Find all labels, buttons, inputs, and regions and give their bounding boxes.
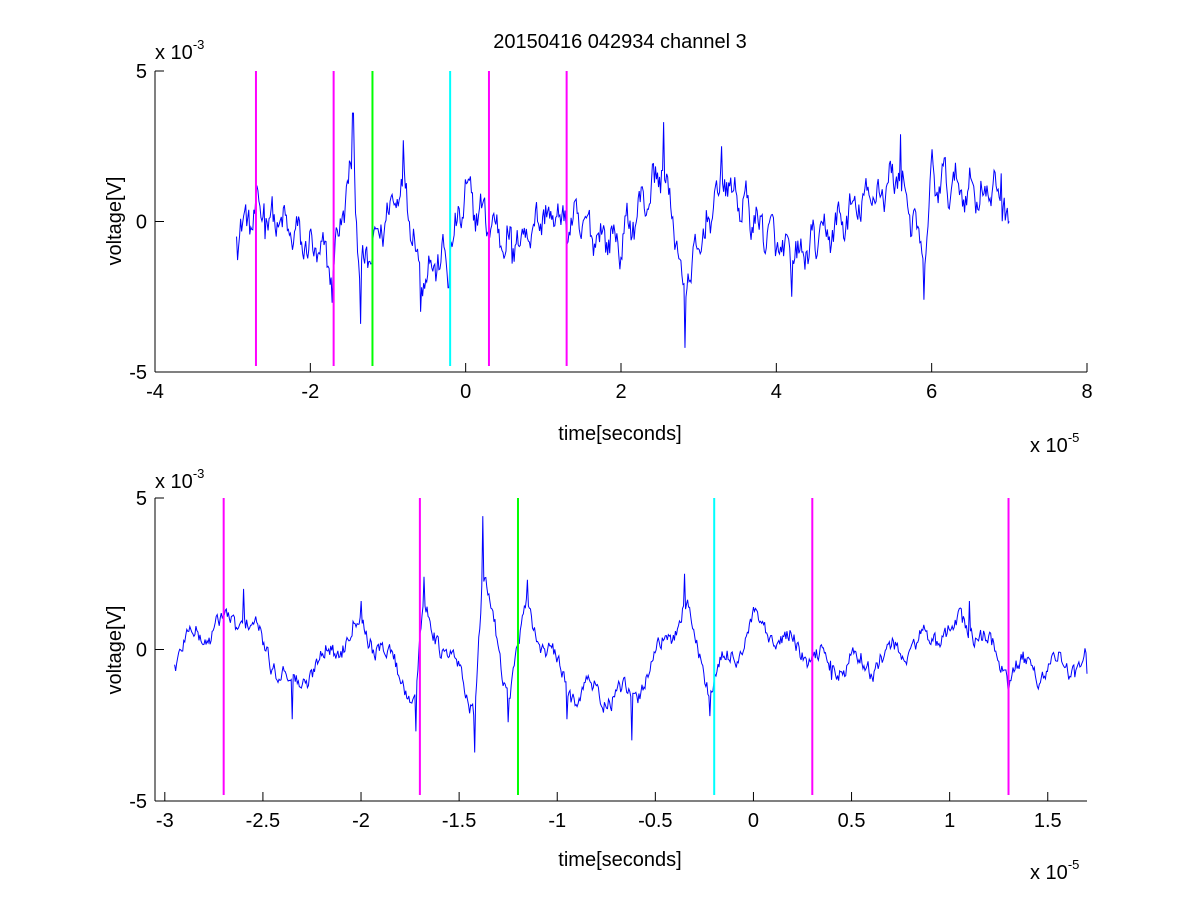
top-y-exponent: -3	[193, 37, 205, 52]
bottom-y-axis-label: voltage[V]	[104, 606, 126, 695]
top-y-multiplier: x 10	[155, 42, 193, 64]
top-plot-area: -4 -2 0 2 4 6 8 -5 0 5	[129, 61, 1092, 403]
bottom-x-tick-label-4: -1	[548, 810, 566, 832]
bottom-y-tick-label-2: 5	[136, 488, 147, 510]
top-y-axis-label: voltage[V]	[104, 177, 126, 266]
top-x-multiplier: x 10	[1030, 435, 1068, 457]
bottom-x-tick-label-6: 0	[748, 810, 759, 832]
bottom-x-tick-label-9: 1.5	[1034, 810, 1062, 832]
top-plot: 20150416 042934 channel 3 -4 -2 0 2 4 6 8-505 …	[104, 31, 1093, 457]
bottom-x-tick-label-7: 0.5	[838, 810, 866, 832]
bottom-y-multiplier: x 10	[155, 471, 193, 493]
top-y-tick-label-0: -5	[129, 362, 147, 384]
top-signal-line	[236, 112, 1010, 348]
top-x-tick-label-3: 2	[615, 381, 626, 403]
top-x-tick-label-1: -2	[301, 381, 319, 403]
bottom-x-multiplier: x 10	[1030, 862, 1068, 884]
top-x-tick-label-0: -4	[146, 381, 164, 403]
top-x-tick-label-5: 6	[926, 381, 937, 403]
top-x-axis-label: time[seconds]	[558, 423, 681, 445]
top-x-exponent: -5	[1068, 430, 1080, 445]
bottom-x-tick-label-0: -3	[156, 810, 174, 832]
bottom-y-tick-label-0: -5	[129, 791, 147, 813]
bottom-plot: -3 -2.5 -2 -1.5 -1 -0.5 0 0.5 1 1.5 -5 0 5 time[seco…	[104, 466, 1088, 884]
bottom-x-exponent-label: x 10-5	[1030, 857, 1079, 884]
bottom-y-tick-label-1: 0	[136, 640, 147, 662]
bottom-x-exponent: -5	[1068, 857, 1080, 872]
bottom-x-tick-label-5: -0.5	[638, 810, 672, 832]
top-y-tick-label-2: 5	[136, 61, 147, 83]
bottom-signal-line	[174, 516, 1088, 753]
top-axes-box	[155, 71, 1087, 372]
top-x-exponent-label: x 10-5	[1030, 430, 1079, 457]
bottom-x-axis-label: time[seconds]	[558, 849, 681, 871]
bottom-x-tick-label-1: -2.5	[246, 810, 280, 832]
bottom-x-tick-label-8: 1	[944, 810, 955, 832]
top-y-tick-label-1: 0	[136, 212, 147, 234]
top-x-tick-label-6: 8	[1081, 381, 1092, 403]
bottom-x-tick-label-3: -1.5	[442, 810, 476, 832]
bottom-y-exponent: -3	[193, 466, 205, 481]
top-y-exponent-label: x 10-3	[155, 37, 204, 64]
top-x-tick-label-2: 0	[460, 381, 471, 403]
top-x-tick-label-4: 4	[771, 381, 782, 403]
bottom-x-tick-label-2: -2	[352, 810, 370, 832]
bottom-plot-area: -3 -2.5 -2 -1.5 -1 -0.5 0 0.5 1 1.5 -5 0 5	[129, 488, 1088, 832]
bottom-y-exponent-label: x 10-3	[155, 466, 204, 493]
chart-title: 20150416 042934 channel 3	[493, 31, 747, 53]
